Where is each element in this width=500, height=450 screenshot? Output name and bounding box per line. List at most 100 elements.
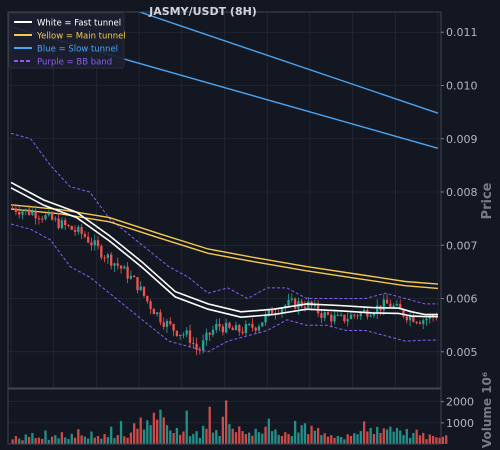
candle-body	[244, 324, 247, 334]
candle-body	[41, 218, 44, 220]
volume-bar	[44, 430, 47, 444]
volume-bar	[415, 429, 418, 444]
candle-body	[408, 315, 412, 321]
candle-body	[316, 303, 320, 314]
volume-bar	[211, 432, 215, 444]
candle-body	[172, 323, 175, 331]
legend-label: Purple = BB band	[37, 58, 112, 68]
volume-bar	[316, 427, 320, 444]
volume-bar	[445, 435, 448, 444]
price-grid	[8, 12, 441, 388]
candle-body	[369, 315, 372, 317]
volume-tick-label: 2000	[446, 396, 474, 409]
candle-body	[326, 312, 330, 315]
bb-upper-line	[10, 132, 438, 305]
candle-body	[93, 240, 96, 246]
candle-body	[395, 303, 399, 306]
candle-body	[188, 330, 192, 343]
candle-body	[333, 315, 336, 322]
volume-bar	[149, 425, 152, 444]
candle-body	[64, 220, 67, 226]
volume-bar	[339, 437, 343, 444]
volume-bar	[274, 429, 277, 444]
volume-axis-label: Volume 10⁶	[480, 372, 494, 448]
volume-bar	[179, 434, 182, 444]
candle-body	[142, 286, 146, 296]
volume-bar	[73, 437, 77, 444]
volume-bar	[270, 431, 274, 444]
candle-body	[80, 227, 83, 234]
volume-bar	[412, 433, 415, 444]
volume-bar	[146, 420, 149, 444]
volume-bar	[37, 437, 41, 444]
volume-bar	[346, 434, 349, 444]
candle-body	[320, 313, 323, 318]
volume-bar	[353, 433, 356, 444]
price-axis-label: Price	[480, 182, 495, 219]
price-axis-ticks: 0.005 0.006 0.007 0.008 0.009 0.010 0.011	[441, 26, 478, 359]
candle-body	[202, 340, 205, 351]
candle-body	[47, 212, 50, 216]
volume-bar	[389, 426, 392, 444]
volume-bar	[188, 436, 192, 444]
volume-bar	[31, 433, 34, 444]
candle-body	[50, 212, 54, 220]
candle-body	[241, 331, 244, 334]
candle-body	[346, 318, 349, 322]
candle-body	[415, 321, 418, 323]
volume-bar	[169, 430, 172, 444]
candle-body	[385, 299, 389, 304]
candle-body	[359, 312, 362, 317]
candle-body	[159, 312, 162, 323]
volume-bar	[392, 431, 395, 444]
candle-body	[238, 325, 241, 332]
chart-legend: White = Fast tunnel Yellow = Main tunnel B…	[8, 12, 126, 69]
candle-body	[349, 314, 353, 319]
volume-bar	[399, 430, 402, 444]
volume-bar	[402, 435, 405, 444]
volume-bar	[300, 425, 303, 444]
candle-body	[152, 309, 156, 315]
candle-body	[264, 314, 267, 323]
volume-bar	[119, 421, 123, 444]
volume-bar	[165, 425, 169, 444]
chart-title: JASMY/USDT (8H)	[148, 5, 257, 18]
candle-body	[73, 229, 77, 232]
volume-bar	[356, 434, 359, 444]
volume-bar	[293, 420, 297, 444]
price-tick-label: 0.010	[446, 79, 478, 92]
candle-body	[18, 211, 21, 215]
volume-bar	[431, 435, 435, 444]
volume-bar	[21, 440, 24, 444]
candle-body	[343, 314, 346, 322]
candle-body	[402, 309, 405, 317]
volume-bar	[136, 428, 139, 444]
candle-body	[251, 323, 254, 328]
volume-bar	[87, 438, 90, 444]
volume-bar	[139, 417, 142, 444]
candle-body	[156, 312, 159, 315]
volume-bar	[133, 423, 136, 444]
candlesticks	[11, 204, 438, 356]
volume-bar	[441, 436, 445, 444]
volume-bar	[418, 435, 422, 444]
bb-lower-line	[10, 223, 438, 353]
volume-bar	[110, 426, 113, 444]
candle-body	[44, 215, 47, 220]
candle-body	[175, 330, 179, 337]
candle-body	[96, 240, 100, 247]
volume-bar	[297, 432, 300, 444]
volume-bar	[50, 436, 54, 444]
legend-label: Yellow = Main tunnel	[36, 32, 126, 42]
candle-body	[300, 301, 303, 307]
volume-bar	[103, 434, 106, 444]
fast-tunnel-line	[10, 187, 438, 319]
candle-body	[54, 218, 57, 220]
candle-body	[179, 334, 182, 337]
volume-bar	[343, 439, 346, 444]
volume-bar	[90, 431, 93, 444]
volume-bar	[280, 435, 284, 444]
candle-body	[198, 349, 202, 351]
candle-body	[192, 342, 195, 344]
